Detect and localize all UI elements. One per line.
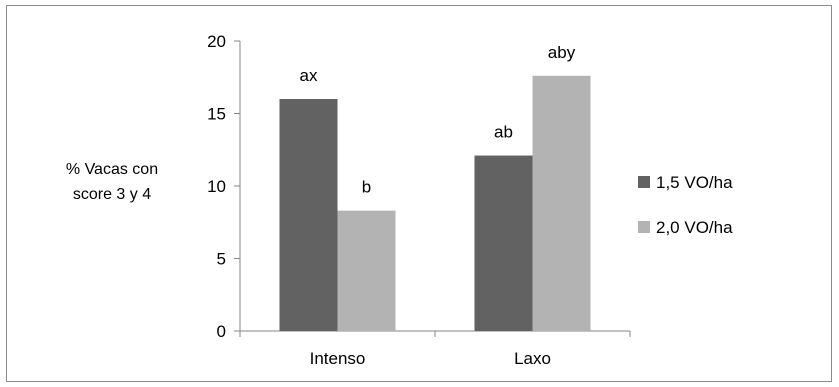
y-axis-label-line-2: score 3 y 4	[73, 186, 151, 203]
legend-label: 1,5 VO/ha	[656, 173, 733, 192]
y-tick-label: 0	[217, 322, 226, 341]
y-tick-label: 10	[207, 177, 226, 196]
bar	[279, 99, 338, 331]
bar-data-label: ab	[494, 123, 513, 142]
bar	[532, 75, 591, 331]
bar	[474, 155, 533, 331]
legend-swatch	[638, 176, 650, 188]
y-axis-label-line-1: % Vacas con	[66, 161, 158, 178]
x-category-label: Intenso	[310, 349, 366, 368]
bar-data-label: ax	[300, 66, 318, 85]
y-tick-label: 5	[217, 250, 226, 269]
bar	[337, 210, 396, 331]
bar-data-label: aby	[548, 43, 576, 62]
y-tick-label: 20	[207, 32, 226, 51]
bar-data-label: b	[362, 178, 371, 197]
legend-label: 2,0 VO/ha	[656, 218, 733, 237]
chart-frame	[6, 5, 832, 382]
y-tick-label: 15	[207, 105, 226, 124]
legend-swatch	[638, 221, 650, 233]
x-category-label: Laxo	[514, 349, 551, 368]
